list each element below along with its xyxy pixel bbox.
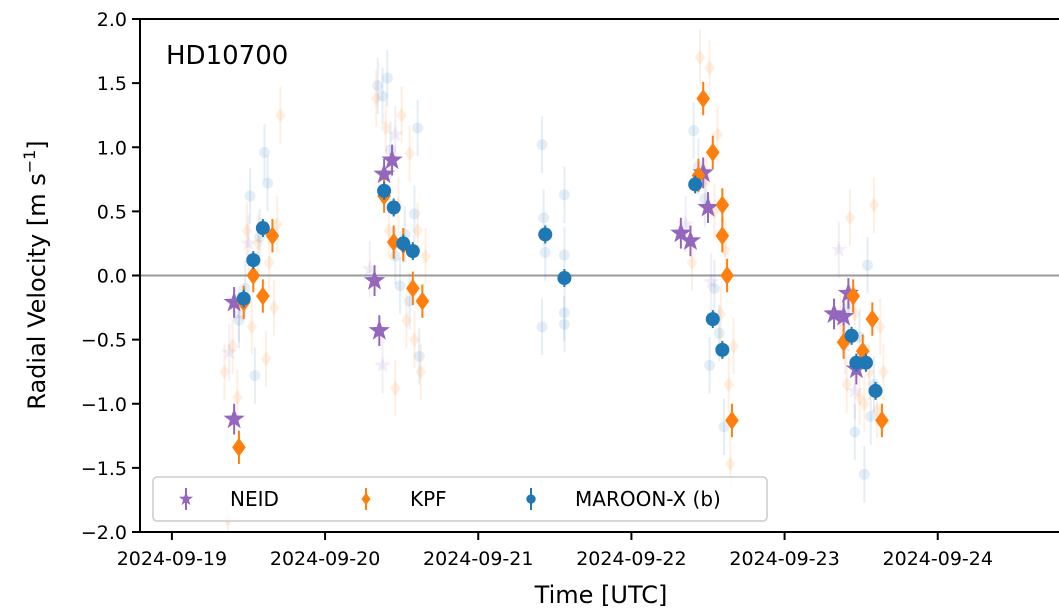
data-point (845, 329, 859, 343)
x-tick-label: 2024-09-23 (729, 548, 839, 570)
faint-point (559, 250, 570, 261)
faint-point (704, 360, 715, 371)
faint-point (538, 212, 549, 223)
faint-point (414, 351, 425, 362)
faint-point (262, 178, 273, 189)
data-point (406, 244, 420, 258)
data-point (237, 292, 251, 306)
legend-label: MAROON-X (b) (575, 487, 721, 511)
y-tick-label: 1.5 (97, 73, 127, 95)
faint-point (865, 411, 876, 422)
faint-point (395, 280, 406, 291)
faint-point (540, 247, 551, 258)
y-tick-label: 0.5 (97, 201, 127, 223)
y-tick-label: −0.5 (81, 330, 127, 352)
legend-label: KPF (410, 487, 447, 511)
data-point (715, 343, 729, 357)
data-point (387, 201, 401, 215)
x-tick-label: 2024-09-21 (423, 548, 533, 570)
y-tick-label: −1.0 (81, 394, 127, 416)
faint-point (849, 427, 860, 438)
data-point (706, 312, 720, 326)
y-tick-label: −2.0 (81, 522, 127, 544)
faint-point (709, 283, 720, 294)
y-axis-title-main: Radial Velocity [m s (23, 173, 51, 409)
x-axis: 2024-09-19 2024-09-20 2024-09-21 2024-09-22… (117, 532, 993, 570)
faint-point (537, 321, 548, 332)
faint-point (382, 73, 393, 84)
data-point (246, 253, 260, 267)
faint-point (859, 469, 870, 480)
faint-point (412, 123, 423, 134)
faint-point (862, 260, 873, 271)
faint-point (688, 125, 699, 136)
data-point (538, 227, 552, 241)
y-tick-label: −1.5 (81, 458, 127, 480)
faint-point (245, 191, 256, 202)
y-tick-label: 1.0 (97, 137, 127, 159)
y-axis-title-close: ] (23, 140, 51, 149)
data-point (256, 221, 270, 235)
data-point (377, 184, 391, 198)
faint-point (559, 189, 570, 200)
data-point (868, 384, 882, 398)
data-point (859, 356, 873, 370)
y-tick-label: 0.0 (97, 266, 127, 288)
y-axis: −2.0 −1.5 −1.0 −0.5 0.0 0.5 1.0 1.5 2.0 (81, 9, 140, 544)
x-axis-title: Time [UTC] (534, 581, 668, 609)
y-tick-label: 2.0 (97, 9, 127, 31)
data-point (688, 177, 702, 191)
x-tick-label: 2024-09-19 (117, 548, 227, 570)
data-point (557, 271, 571, 285)
x-tick-label: 2024-09-20 (270, 548, 380, 570)
y-axis-title: Radial Velocity [m s−1] (20, 140, 51, 409)
legend: NEID KPF MAROON-X (b) (153, 477, 767, 521)
x-tick-label: 2024-09-24 (883, 548, 993, 570)
legend-label: NEID (230, 487, 279, 511)
x-tick-label: 2024-09-22 (576, 548, 686, 570)
star-name-label: HD10700 (166, 41, 288, 71)
faint-point (537, 139, 548, 150)
faint-point (249, 370, 260, 381)
faint-point (409, 208, 420, 219)
legend-marker (526, 494, 535, 503)
faint-point (559, 319, 570, 330)
y-axis-title-exponent: −1 (20, 150, 39, 174)
faint-point (714, 328, 725, 339)
